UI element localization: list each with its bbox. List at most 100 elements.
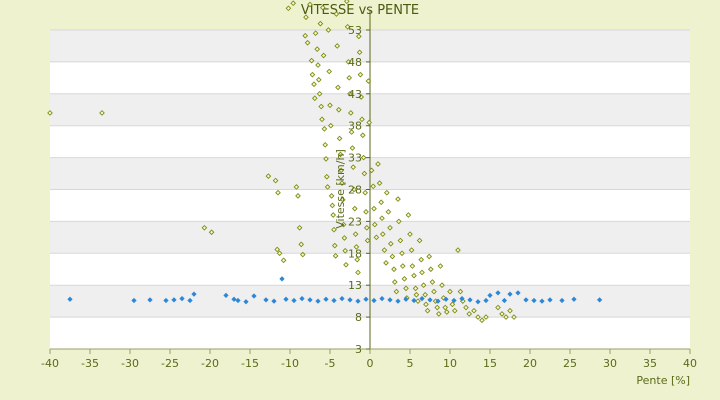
data-point xyxy=(271,298,277,304)
data-point xyxy=(371,297,377,304)
data-point xyxy=(423,301,429,308)
x-tick-label: 35 xyxy=(643,357,657,370)
data-point xyxy=(329,202,336,209)
data-point xyxy=(223,292,229,299)
x-tick-label: 5 xyxy=(407,357,414,370)
y-tick-label: 28 xyxy=(348,184,362,197)
data-point xyxy=(429,279,436,285)
data-point xyxy=(363,224,370,231)
data-point xyxy=(355,269,361,276)
data-point xyxy=(363,208,369,215)
data-point xyxy=(408,247,415,253)
data-point xyxy=(295,193,301,199)
data-point xyxy=(419,295,425,302)
data-point xyxy=(344,23,351,30)
data-point xyxy=(296,224,303,231)
data-point xyxy=(339,295,345,302)
data-point xyxy=(342,247,349,254)
data-point xyxy=(347,110,354,116)
data-point xyxy=(187,297,193,304)
data-point xyxy=(395,298,401,304)
y-tick-label: 13 xyxy=(348,279,362,292)
data-point xyxy=(351,205,358,212)
data-point xyxy=(341,235,348,241)
data-point xyxy=(353,244,360,250)
data-point xyxy=(331,297,337,304)
data-point xyxy=(416,237,423,244)
data-point xyxy=(495,290,501,296)
x-tick-label: 30 xyxy=(603,357,617,370)
data-point xyxy=(409,263,416,269)
data-point xyxy=(67,296,73,302)
data-point xyxy=(413,291,420,298)
data-point xyxy=(317,20,324,27)
data-point xyxy=(419,269,425,276)
data-point xyxy=(349,145,356,151)
data-point xyxy=(275,189,281,196)
x-tick-label: 20 xyxy=(523,357,537,370)
data-point xyxy=(99,110,105,116)
data-point xyxy=(385,208,392,215)
data-point xyxy=(364,237,371,244)
data-point xyxy=(399,250,405,257)
data-point xyxy=(280,257,287,264)
data-point xyxy=(499,311,505,317)
data-point xyxy=(487,292,493,299)
data-point xyxy=(355,298,361,304)
data-point xyxy=(447,288,453,295)
data-point xyxy=(330,212,337,218)
y-tick-label: 18 xyxy=(348,247,362,260)
x-tick-label: -30 xyxy=(121,357,139,370)
data-point xyxy=(379,215,385,222)
data-point xyxy=(459,295,465,302)
data-point xyxy=(479,317,485,324)
data-point xyxy=(290,0,297,7)
data-point xyxy=(316,90,323,97)
data-point xyxy=(340,221,347,228)
data-point xyxy=(457,288,464,295)
data-point xyxy=(378,199,385,206)
data-point xyxy=(339,180,345,186)
data-point xyxy=(431,288,437,295)
data-point xyxy=(315,76,322,83)
data-point xyxy=(347,297,353,303)
data-point xyxy=(335,106,342,113)
data-point xyxy=(435,311,442,317)
data-point xyxy=(371,221,378,228)
data-point xyxy=(507,291,513,297)
data-point xyxy=(387,224,393,231)
data-point xyxy=(307,1,313,8)
data-point xyxy=(339,196,346,203)
data-point xyxy=(412,285,419,292)
data-point xyxy=(335,84,341,91)
x-tick-label: 10 xyxy=(443,357,457,370)
data-point xyxy=(375,161,381,167)
data-point xyxy=(389,253,396,260)
data-point xyxy=(315,62,321,68)
data-point xyxy=(435,298,441,304)
data-point xyxy=(171,297,177,303)
data-point xyxy=(383,189,390,196)
data-point xyxy=(338,167,345,174)
data-point xyxy=(276,250,283,257)
y-axis-title: Vitesse [km/h] xyxy=(334,149,347,229)
data-point xyxy=(355,33,362,40)
data-point xyxy=(319,4,326,11)
data-point xyxy=(379,231,386,237)
data-point xyxy=(285,5,292,12)
data-point xyxy=(547,297,553,303)
data-point xyxy=(395,196,401,202)
data-point xyxy=(437,263,444,269)
data-point xyxy=(351,186,357,193)
data-point xyxy=(397,237,404,244)
data-point xyxy=(411,297,417,304)
data-point xyxy=(350,164,357,171)
data-point xyxy=(311,95,318,102)
data-point xyxy=(511,314,517,320)
data-point xyxy=(293,184,300,190)
data-point xyxy=(327,122,334,129)
y-tick-label: 38 xyxy=(348,120,362,133)
data-point xyxy=(265,173,272,179)
data-point xyxy=(298,241,305,248)
data-point xyxy=(163,297,169,304)
